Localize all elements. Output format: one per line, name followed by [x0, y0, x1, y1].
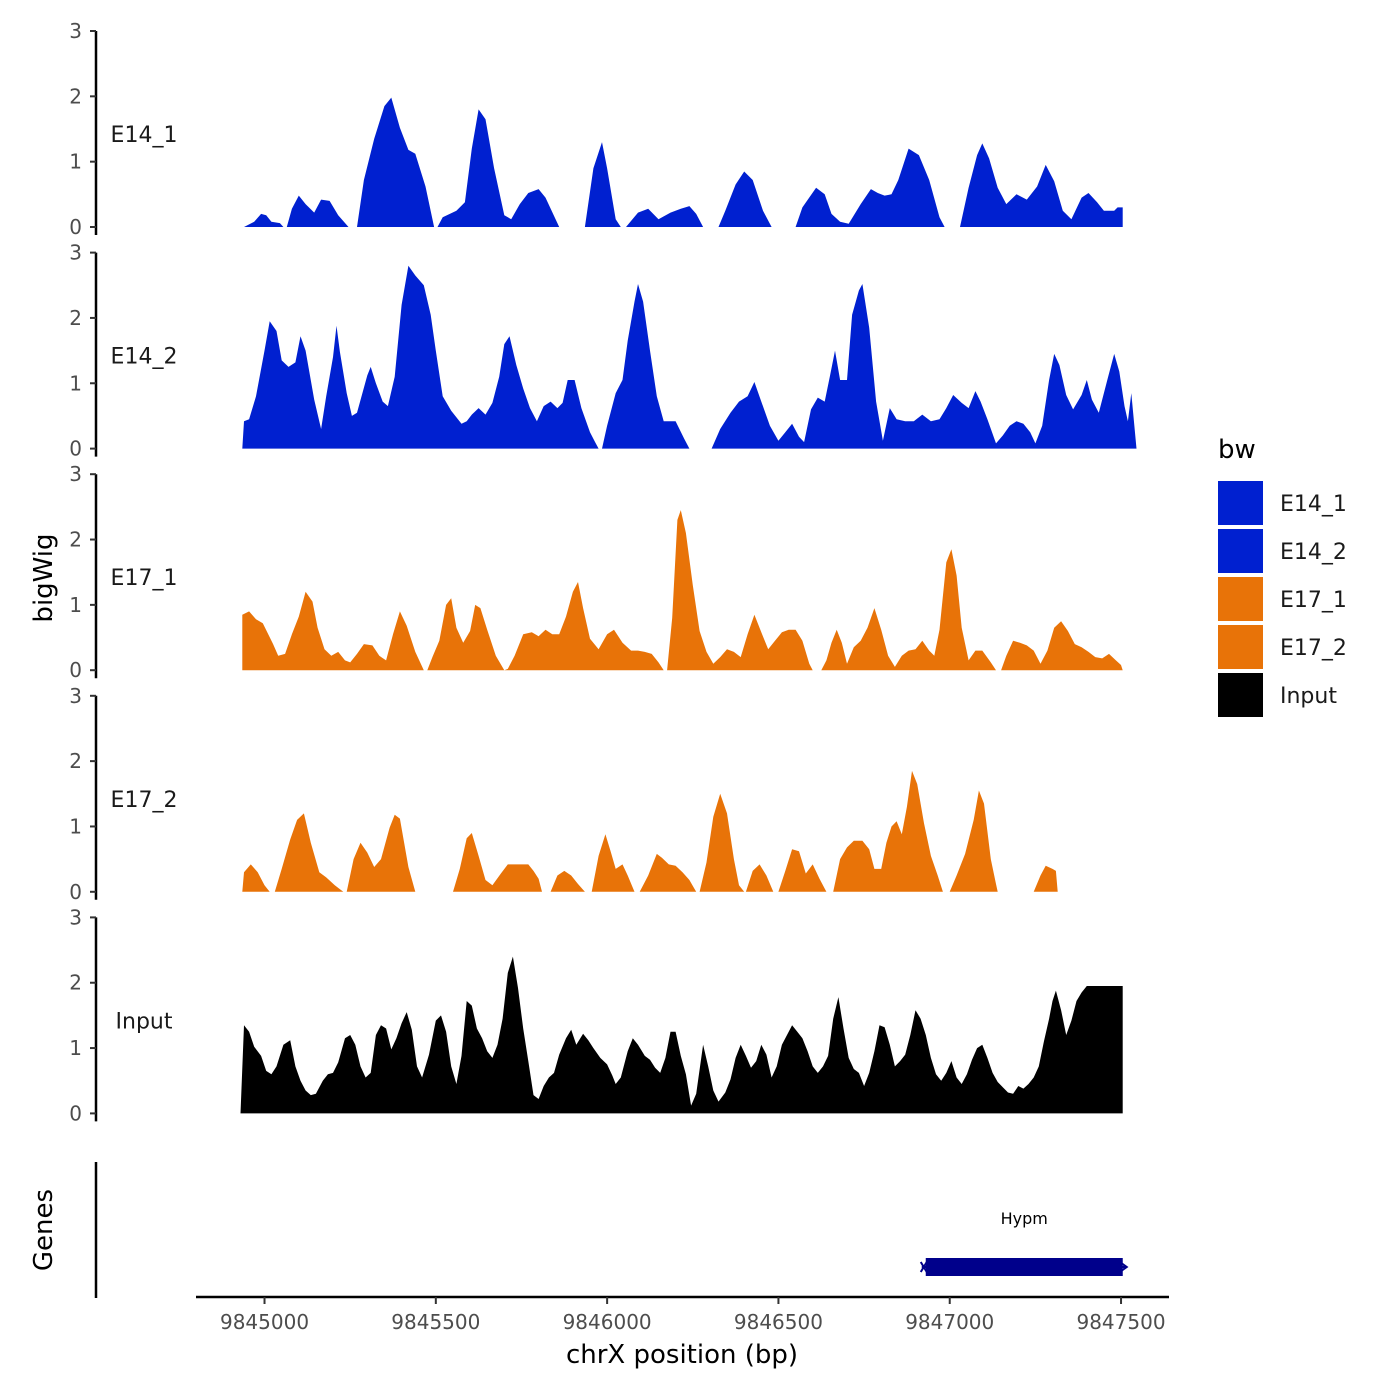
- legend-swatch: [1218, 481, 1263, 525]
- track-label-E14_2: E14_2: [111, 345, 178, 370]
- track-label-E14_1: E14_1: [111, 123, 178, 148]
- track-label-E17_2: E17_2: [111, 788, 178, 813]
- y-tick-label: 2: [69, 749, 82, 773]
- y-tick-label: 0: [69, 215, 82, 239]
- gene-strand-arrow: [1119, 1261, 1129, 1273]
- track-E14_2: 0 1 2 3 E14_2: [69, 241, 1137, 461]
- y-tick-label: 2: [69, 84, 82, 108]
- legend-label: E14_1: [1280, 492, 1347, 517]
- track-E17_2: 0 1 2 3 E17_2: [69, 684, 1058, 904]
- coverage-tracks: 0 1 2 3 E14_1 0 1 2 3 E14_2 0 1 2 3 E17_1 0 1 2 3 E17_2 0 1 2 3…: [69, 19, 1137, 1125]
- y-tick-label: 2: [69, 306, 82, 330]
- legend-label: Input: [1280, 684, 1337, 709]
- x-tick-label: 9845500: [391, 1310, 480, 1334]
- x-axis-title: chrX position (bp): [566, 1340, 798, 1370]
- x-tick-label: 9846500: [734, 1310, 823, 1334]
- y-tick-label: 1: [69, 593, 82, 617]
- legend-title: bw: [1218, 435, 1256, 465]
- track-Input: 0 1 2 3 Input: [69, 905, 1123, 1125]
- y-tick-label: 0: [69, 1101, 82, 1125]
- track-label-Input: Input: [116, 1009, 173, 1034]
- y-tick-label: 3: [69, 905, 82, 929]
- x-tick-label: 9845000: [220, 1310, 309, 1334]
- legend-label: E17_1: [1280, 588, 1347, 613]
- legend-entry-E17_1: E17_1: [1218, 577, 1347, 621]
- legend-swatch: [1218, 673, 1263, 717]
- legend: bw E14_1 E14_2 E17_1 E17_2 Input: [1218, 435, 1347, 717]
- genes-panel: Genes Hypm: [29, 1162, 1129, 1298]
- gene-Hypm: Hypm: [919, 1209, 1129, 1276]
- gene-label: Hypm: [1001, 1209, 1048, 1228]
- y-axis-title: bigWig: [29, 533, 59, 622]
- legend-entry-E14_2: E14_2: [1218, 529, 1347, 573]
- x-axis: 9845000 9845500 9846000 9846500 9847000 98475…: [196, 1295, 1169, 1334]
- legend-label: E17_2: [1280, 636, 1347, 661]
- legend-swatch: [1218, 577, 1263, 621]
- track-label-E17_1: E17_1: [111, 566, 178, 591]
- coverage-area-E14_2: [242, 265, 1137, 449]
- legend-swatch: [1218, 625, 1263, 669]
- coverage-area-E17_1: [242, 510, 1123, 671]
- x-tick-label: 9847000: [905, 1310, 994, 1334]
- y-tick-label: 3: [69, 684, 82, 708]
- gene-exon: [925, 1258, 1123, 1276]
- y-tick-label: 2: [69, 528, 82, 552]
- coverage-area-Input: [240, 956, 1123, 1114]
- track-E14_1: 0 1 2 3 E14_1: [69, 19, 1123, 239]
- legend-entry-E17_2: E17_2: [1218, 625, 1347, 669]
- y-tick-label: 0: [69, 658, 82, 682]
- y-tick-label: 1: [69, 1036, 82, 1060]
- coverage-area-E17_2: [242, 770, 1058, 892]
- gene-start-mark: [919, 1261, 928, 1273]
- legend-label: E14_2: [1280, 540, 1347, 565]
- y-tick-label: 0: [69, 880, 82, 904]
- x-tick-label: 9847500: [1076, 1310, 1165, 1334]
- y-tick-label: 3: [69, 462, 82, 486]
- y-tick-label: 1: [69, 371, 82, 395]
- legend-entry-E14_1: E14_1: [1218, 481, 1347, 525]
- y-tick-label: 2: [69, 971, 82, 995]
- track-E17_1: 0 1 2 3 E17_1: [69, 462, 1123, 682]
- legend-swatch: [1218, 529, 1263, 573]
- x-tick-label: 9846000: [563, 1310, 652, 1334]
- y-tick-label: 1: [69, 814, 82, 838]
- y-tick-label: 3: [69, 19, 82, 43]
- coverage-area-E14_1: [244, 97, 1123, 227]
- y-tick-label: 3: [69, 241, 82, 265]
- genes-axis-title: Genes: [29, 1189, 59, 1271]
- y-tick-label: 0: [69, 437, 82, 461]
- legend-entry-Input: Input: [1218, 673, 1337, 717]
- y-tick-label: 1: [69, 150, 82, 174]
